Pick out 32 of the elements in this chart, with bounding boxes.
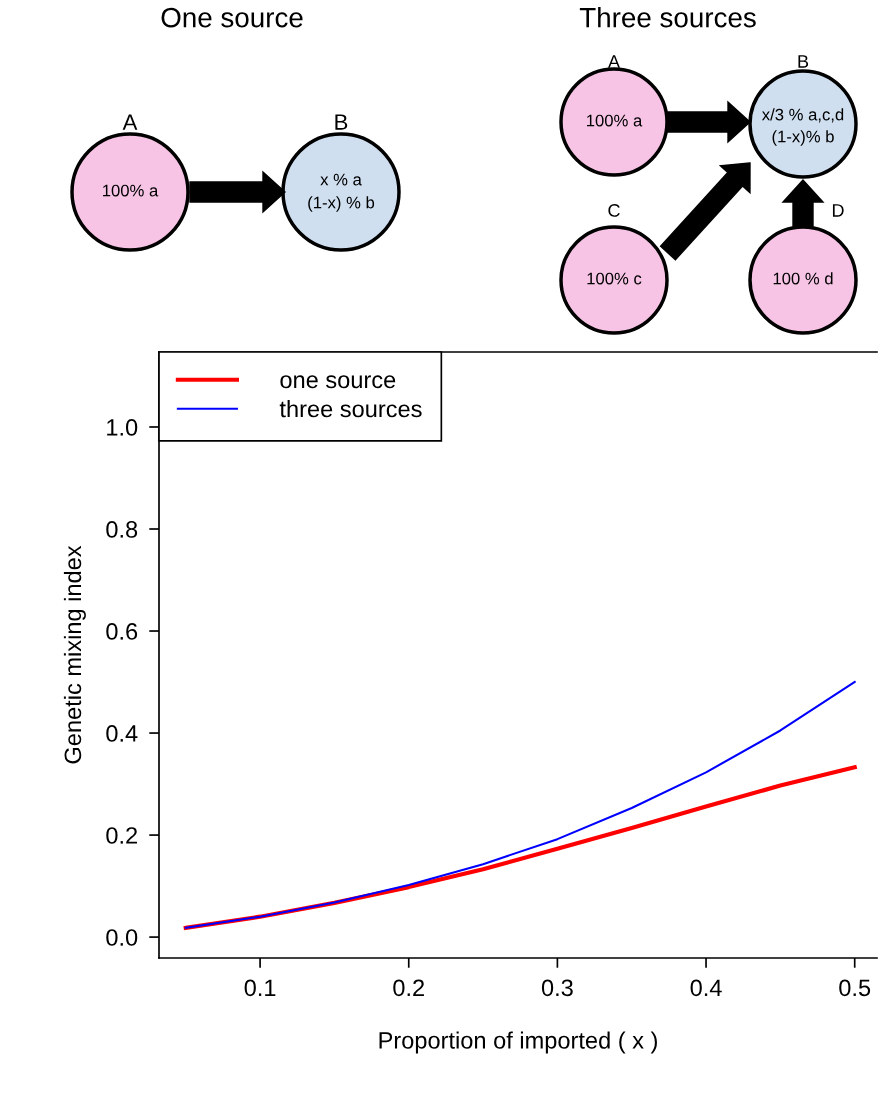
text: D xyxy=(832,204,844,217)
x-tick-label: 0.1 xyxy=(244,979,276,997)
y-tick-label: 0.0 xyxy=(106,929,138,946)
x-tick-label: 0.2 xyxy=(393,979,424,997)
text: A xyxy=(122,114,138,130)
text: 100% c xyxy=(587,272,642,285)
legend-label: one source xyxy=(280,375,396,389)
legend-label: three sources xyxy=(279,399,422,418)
text: 100 % d xyxy=(773,272,833,285)
text: 100% a xyxy=(587,114,643,127)
text: (1-x) % b xyxy=(308,196,375,212)
text: 100% a xyxy=(103,184,159,197)
y-tick-label: 1.0 xyxy=(107,419,138,436)
text: C xyxy=(608,204,620,217)
text: (1-x)% b xyxy=(772,130,834,146)
text: A xyxy=(608,55,620,68)
text: x/3 % a,c,d xyxy=(761,108,844,123)
x-tick-label: 0.5 xyxy=(839,979,871,997)
y-tick-label: 0.6 xyxy=(106,623,138,640)
text: B xyxy=(798,55,809,68)
text: x % a xyxy=(320,173,362,186)
y-tick-label: 0.8 xyxy=(106,521,138,538)
text: One source xyxy=(161,7,303,28)
y-axis-title: Genetic mixing index xyxy=(63,545,86,764)
text: Three sources xyxy=(579,7,756,28)
x-tick-label: 0.3 xyxy=(541,979,573,997)
x-tick-label: 0.4 xyxy=(690,979,722,997)
line-series xyxy=(184,681,856,929)
x-axis-title: Proportion of imported ( x ) xyxy=(379,1031,657,1054)
text: B xyxy=(335,114,348,130)
y-tick-label: 0.2 xyxy=(106,827,137,844)
y-tick-label: 0.4 xyxy=(106,725,138,742)
